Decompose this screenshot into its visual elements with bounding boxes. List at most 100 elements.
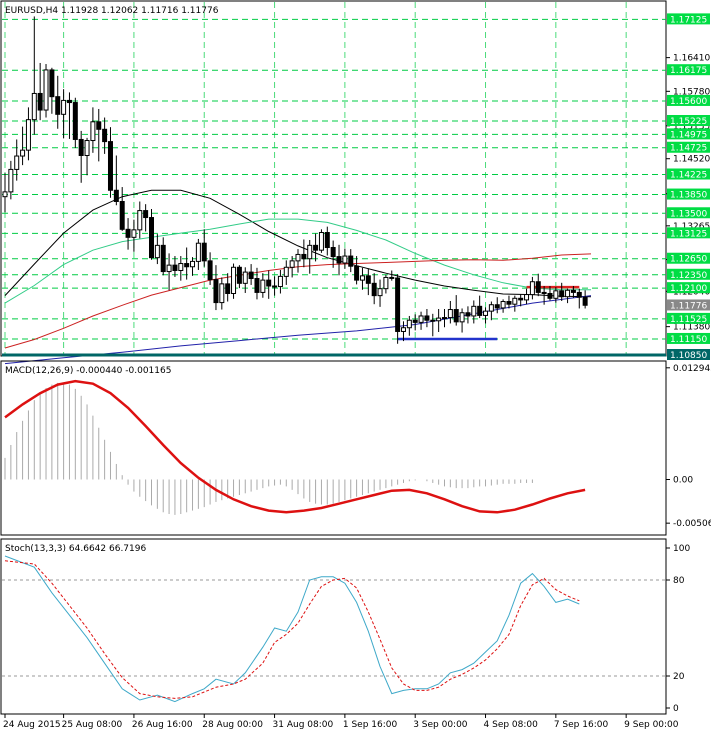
macd-tick-label: 0.012943 xyxy=(673,364,711,374)
candle-body xyxy=(301,253,307,260)
candle-body xyxy=(576,291,582,298)
candle-body xyxy=(283,266,289,277)
candle-body xyxy=(231,266,237,294)
candle-body xyxy=(195,242,201,262)
macd-tick-label: 0.00 xyxy=(673,475,693,485)
time-tick-label: 9 Sep 00:00 xyxy=(624,720,679,730)
price-level-label-bg xyxy=(667,168,710,180)
candle-body xyxy=(190,260,196,268)
price-panel-frame xyxy=(0,0,667,357)
candle-body xyxy=(25,119,31,151)
stoch-lines xyxy=(4,555,580,703)
price-level-label: 1.14975 xyxy=(667,128,710,140)
candle-body xyxy=(277,275,283,288)
time-tick-label: 26 Aug 16:00 xyxy=(132,720,193,730)
candle-body xyxy=(553,290,559,299)
candle-body xyxy=(236,266,242,284)
candle-body xyxy=(184,263,190,268)
stoch-title: Stoch(13,3,3) 64.6642 66.7196 xyxy=(5,544,146,554)
candle-body xyxy=(565,289,571,298)
price-level-label: 1.13850 xyxy=(667,188,710,201)
current-price-label: 1.11776 xyxy=(667,299,710,311)
candle-body xyxy=(96,121,102,130)
candle-body xyxy=(2,191,8,198)
candle-body xyxy=(371,282,377,297)
price-tick-label: 1.15780 xyxy=(673,87,710,97)
price-level-label-text: 1.16175 xyxy=(670,66,707,76)
candle-body xyxy=(324,232,330,248)
candle-body xyxy=(518,297,524,301)
candle-body xyxy=(436,317,442,322)
candle-body xyxy=(529,281,535,296)
price-level-label-text: 1.13500 xyxy=(670,209,707,219)
candle-body xyxy=(90,121,96,142)
macd-tick-label: -0.00506 xyxy=(673,519,711,529)
stoch-panel[interactable]: Stoch(13,3,3) 64.6642 66.7196 100 80 20 0 xyxy=(0,538,690,715)
time-tick-label: 28 Aug 00:00 xyxy=(202,720,263,730)
price-level-label: 1.15600 xyxy=(667,94,710,107)
candle-body xyxy=(154,244,160,259)
price-panel[interactable]: EURUSD,H4 1.11928 1.12062 1.11716 1.1177… xyxy=(0,0,710,365)
price-level-label-text: 1.13850 xyxy=(670,191,707,201)
price-tick-label: 1.16410 xyxy=(673,54,710,64)
candle-body xyxy=(512,297,518,305)
price-level-label: 1.12650 xyxy=(667,252,710,265)
stoch-tick-label: 20 xyxy=(673,672,685,682)
candle-body xyxy=(535,281,541,293)
price-level-label-text: 1.15600 xyxy=(670,97,707,107)
price-level-label-text: 1.14725 xyxy=(670,144,707,154)
candle-body xyxy=(143,210,149,219)
candle-body xyxy=(430,319,436,322)
candle-body xyxy=(72,102,78,140)
horizontal-lines[interactable] xyxy=(2,285,666,357)
price-level-label-text: 1.12650 xyxy=(670,255,707,265)
stoch-tick-label: 80 xyxy=(673,576,685,586)
candle-body xyxy=(412,319,418,323)
candle-body xyxy=(389,276,395,279)
price-level-label: 1.12350 xyxy=(667,268,710,281)
price-level-label: 1.14225 xyxy=(667,168,710,180)
time-tick-label: 4 Sep 08:00 xyxy=(484,720,539,730)
time-tick-label: 25 Aug 08:00 xyxy=(62,720,123,730)
macd-panel[interactable]: MACD(12,26,9) -0.000440 -0.001165 0.0129… xyxy=(0,360,711,536)
vertical-grid xyxy=(4,2,627,355)
candle-body xyxy=(471,305,477,317)
candle-body xyxy=(260,279,266,293)
moving-average-line xyxy=(4,189,592,298)
candle-body xyxy=(570,289,576,293)
moving-averages xyxy=(4,189,592,365)
candle-body xyxy=(447,309,453,319)
price-level-label-text: 1.12100 xyxy=(670,284,707,294)
candle-body xyxy=(506,301,512,305)
candle-body xyxy=(289,260,295,268)
candle-body xyxy=(295,253,301,262)
price-level-label-text: 1.17125 xyxy=(670,15,707,25)
candle-body xyxy=(307,244,313,260)
candle-body xyxy=(313,244,319,251)
candle-body xyxy=(213,279,219,304)
candle-body xyxy=(31,92,37,121)
candle-body xyxy=(348,255,354,267)
candle-body xyxy=(383,276,389,290)
candle-body xyxy=(219,283,225,304)
candle-body xyxy=(78,138,84,157)
macd-title: MACD(12,26,9) -0.000440 -0.001165 xyxy=(5,366,171,376)
candle-body xyxy=(395,277,401,332)
candle-body xyxy=(424,315,430,321)
price-level-label-bg xyxy=(667,227,710,239)
price-level-label-bg xyxy=(667,282,710,294)
price-level-label-text: 1.14975 xyxy=(670,130,707,140)
price-level-label-bg xyxy=(667,252,710,264)
macd-signal-path xyxy=(4,379,586,514)
candle-body xyxy=(500,301,506,309)
candle-body xyxy=(272,285,278,288)
price-level-label: 1.14725 xyxy=(667,141,710,154)
candle-body xyxy=(453,309,459,323)
price-level-label: 1.13500 xyxy=(667,207,710,219)
current-price-bg xyxy=(667,299,710,311)
candle-body xyxy=(49,69,55,98)
price-level-label-text: 1.11150 xyxy=(670,335,707,345)
price-level-label-text: 1.12350 xyxy=(670,271,707,281)
support-price-text: 1.10850 xyxy=(670,351,707,361)
